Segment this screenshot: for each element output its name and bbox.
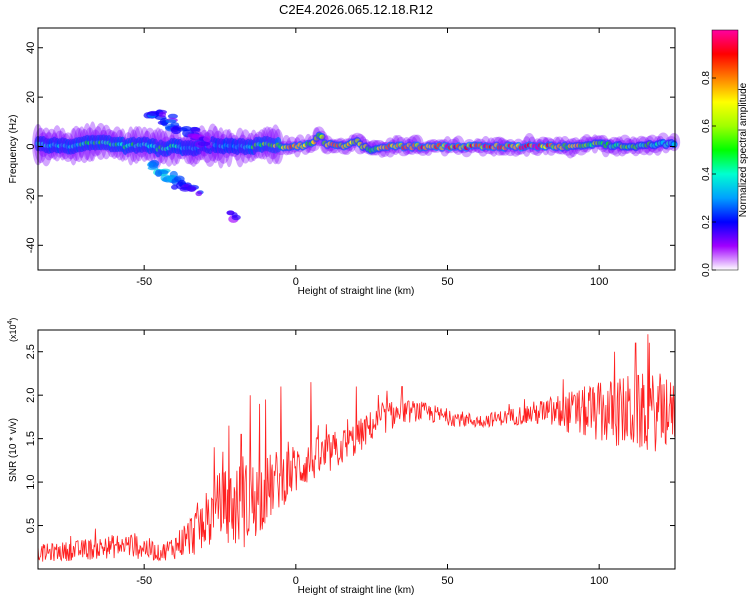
colorbar-tick-label: 0.6 (701, 119, 712, 133)
snr-multiplier-exponent: 4 (7, 320, 14, 324)
spectrogram-x-tick-label: 0 (293, 276, 299, 288)
colorbar-label: Normalized spectral amplitude (738, 82, 749, 217)
colorbar-bar (711, 29, 739, 271)
spectrogram-frame (37, 27, 676, 271)
spectrogram-y-tick-label: 0 (25, 143, 37, 149)
spectrogram-x-tick-label: 100 (590, 276, 608, 288)
spectrogram-y-tick-label: 20 (25, 91, 37, 103)
spectrogram-y-tick-label: 40 (25, 42, 37, 54)
snr-y-tick-label: 1.5 (25, 431, 37, 446)
heat-blob (167, 113, 178, 119)
heat-blob (148, 162, 159, 169)
snr-multiplier-close: ) (8, 318, 18, 321)
heat-blob (186, 185, 197, 192)
snr-series-line (38, 334, 675, 562)
colorbar-tick-label: 0.4 (701, 167, 712, 181)
heat-blob (195, 191, 203, 197)
heat-blob (170, 126, 182, 135)
snr-y-tick-label: 2.0 (25, 388, 37, 403)
spectrogram-x-tick-label: 50 (441, 276, 453, 288)
snr-frame (37, 329, 676, 570)
snr-panel: -50 0 50 100 0.5 1.0 1.5 2.0 2.5 (x104) Height … (7, 318, 676, 596)
heat-blob (197, 141, 210, 147)
snr-x-label: Height of straight line (km) (298, 585, 415, 596)
spectrogram-x-label: Height of straight line (km) (298, 286, 415, 297)
snr-x-tick-label: 50 (441, 575, 453, 587)
heat-blob (158, 111, 167, 118)
snr-x-tick-label: 100 (590, 575, 608, 587)
heat-blob (231, 212, 238, 218)
spectrogram-x-tick-label: -50 (136, 276, 152, 288)
spectrogram-y-tick-label: -20 (25, 188, 37, 204)
snr-y-tick-label: 2.5 (25, 344, 37, 359)
spectrogram-y-label: Frequency (Hz) (8, 115, 19, 184)
figure-title: C2E4.2026.065.12.18.R12 (279, 2, 433, 17)
spectrogram-heatmap (32, 109, 681, 223)
snr-y-tick-label: 0.5 (25, 518, 37, 533)
snr-multiplier-base: (x10 (8, 324, 18, 342)
snr-y-label: SNR (10 * v/v) (8, 418, 19, 482)
snr-x-ticks: -50 0 50 100 (136, 330, 608, 587)
snr-y-ticks: 0.5 1.0 1.5 2.0 2.5 (25, 344, 675, 533)
snr-y-tick-label: 1.0 (25, 474, 37, 489)
snr-x-tick-label: 0 (293, 575, 299, 587)
colorbar-ticks: 0.0 0.2 0.4 0.6 0.8 (701, 71, 716, 277)
spectrogram-panel: -50 0 50 100 -40 -20 0 20 40 Height of straight… (8, 27, 681, 297)
snr-x-tick-label: -50 (136, 575, 152, 587)
colorbar-tick-label: 0.2 (701, 215, 712, 229)
colorbar-tick-label: 0.8 (701, 71, 712, 85)
spectrogram-x-ticks: -50 0 50 100 (136, 28, 608, 288)
colorbar-tick-label: 0.0 (701, 263, 712, 277)
colorbar: 0.0 0.2 0.4 0.6 0.8 Normalized spectral ampl… (701, 29, 749, 277)
snr-clip-group (38, 334, 675, 562)
snr-plot-area (38, 330, 675, 569)
spectrogram-y-ticks: -40 -20 0 20 40 (25, 42, 675, 253)
heat-blob (203, 135, 212, 142)
snr-multiplier: (x104) (7, 318, 18, 342)
spectrogram-y-tick-label: -40 (25, 237, 37, 253)
heat-blob (157, 170, 169, 175)
heat-core (319, 134, 325, 140)
heat-core (671, 142, 677, 147)
heat-blob (190, 127, 201, 133)
